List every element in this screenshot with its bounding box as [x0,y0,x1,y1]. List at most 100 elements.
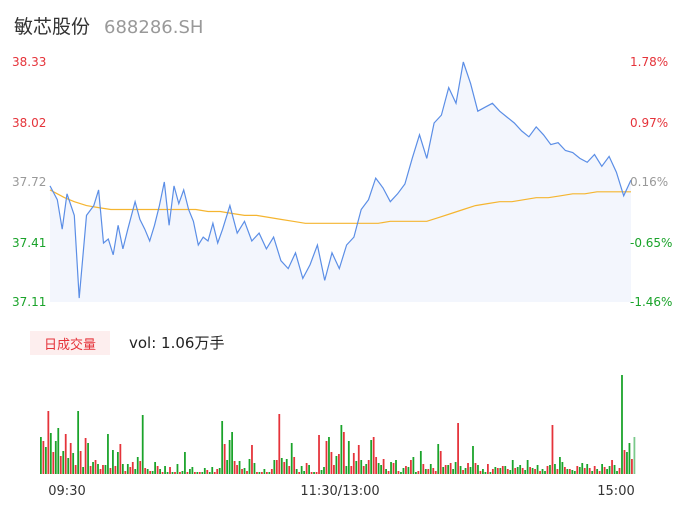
volume-bar [347,441,350,474]
volume-bar [633,437,636,474]
volume-bar [159,469,161,474]
volume-bar [462,470,464,474]
volume-bar [365,464,368,474]
volume-bar [218,468,221,474]
volume-bar [191,467,194,474]
percent-tick-label: 0.16% [630,175,668,189]
volume-bar [320,470,323,474]
volume-bar [509,470,512,474]
volume-bar [549,465,551,474]
volume-bar [141,415,144,474]
volume-bar [350,466,353,474]
volume-bar [531,468,534,474]
volume-bar [598,471,601,474]
volume-bar [166,472,169,474]
volume-bar [164,466,166,474]
volume-bar [77,411,80,474]
volume-bar [251,445,253,474]
volume-bar [109,468,112,474]
volume-bar [514,468,517,474]
percent-tick-label: -1.46% [630,295,672,309]
volume-bar [69,443,72,474]
volume-bar [469,467,472,474]
volume-bar [116,452,119,474]
volume-bar [256,472,258,474]
volume-bar [236,465,238,474]
volume-bar [72,453,75,474]
volume-bar [305,463,308,474]
volume-bar [367,460,370,474]
volume-bar [270,469,273,474]
volume-bar [390,462,392,474]
percent-tick-label: 0.97% [630,116,668,130]
volume-bar [112,450,114,474]
volume-bar [400,472,402,474]
volume-bar [124,471,127,474]
volume-bar [566,469,569,474]
volume-bar [233,461,236,474]
volume-bar [355,461,358,474]
volume-bar [181,471,184,474]
volume-bar [442,467,445,474]
volume-bar [248,459,251,474]
volume-bar [576,466,579,474]
volume-bar [561,462,564,474]
volume-bar [139,461,142,474]
volume-bar [293,457,296,474]
volume-bar [156,466,159,474]
volume-bar [107,434,109,474]
volume-bar [283,462,286,474]
time-tick-label: 11:30/13:00 [300,484,379,499]
volume-bar [467,463,469,474]
volume-bar [454,462,457,474]
volume-bar [608,466,611,474]
volume-bar [631,459,633,474]
volume-bar [536,465,539,474]
volume-bar [238,461,241,474]
volume-bar [261,472,263,474]
volume-bar [290,443,293,474]
volume-bar [546,466,549,474]
volume-bar [285,459,288,474]
volume-bar [74,465,77,474]
volume-bar [57,428,60,474]
volume-bar [151,471,154,474]
price-tick-label: 37.41 [12,236,46,250]
volume-bar [601,464,604,474]
volume-bar [171,472,174,474]
volume-bar [211,467,214,474]
volume-bar [303,471,306,474]
volume-bar [464,468,467,474]
volume-bar [278,414,281,474]
volume-bar [432,468,435,474]
time-tick-label: 09:30 [48,484,85,499]
volume-bar [506,469,509,474]
volume-bar [338,454,340,474]
volume-bar [42,441,45,474]
volume-bar [496,468,499,474]
volume-bar [131,462,134,474]
volume-bar [519,465,522,474]
volume-bar [134,469,137,474]
volume-bar [79,451,82,474]
volume-bar [387,471,390,474]
volume-bar [422,464,425,474]
volume-bar [97,464,99,474]
volume-bar [439,451,442,474]
volume-bar [335,456,338,474]
volume-bar [226,460,229,474]
volume-bar [563,467,566,474]
volume-bar [136,457,139,474]
daily-volume-tab[interactable]: 日成交量 [30,331,110,355]
volume-bar [144,468,147,474]
volume-bar [611,460,613,474]
volume-bar [121,464,124,474]
volume-bar [313,472,315,474]
volume-bar [583,468,586,474]
volume-bar [184,452,186,474]
volume-bar [193,472,196,474]
volume-bar [581,463,584,474]
volume-bar [340,425,343,474]
volume-bar [161,472,164,474]
